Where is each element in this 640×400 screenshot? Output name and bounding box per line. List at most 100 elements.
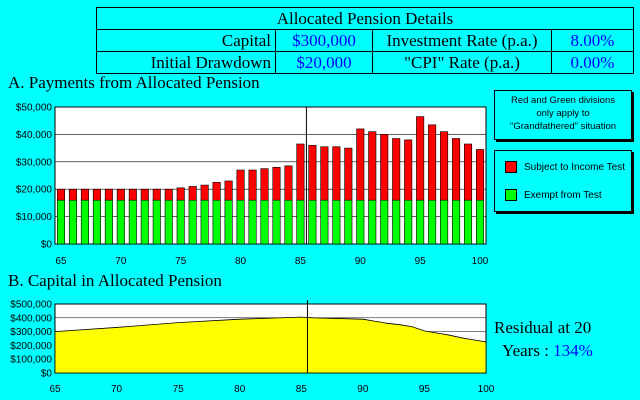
- payments-x-tick-label: 90: [355, 256, 367, 267]
- subject-bar: [128, 188, 137, 201]
- subject-bar: [92, 188, 101, 201]
- subject-bar: [284, 165, 293, 201]
- exempt-bar: [476, 199, 485, 245]
- exempt-bar: [68, 199, 77, 245]
- exempt-bar: [296, 199, 305, 245]
- drawdown-value[interactable]: $20,000: [275, 51, 373, 74]
- capital-x-tick-label: 100: [478, 384, 495, 395]
- note-line-1: Red and Green divisions: [510, 95, 616, 106]
- subject-bar: [176, 187, 185, 201]
- subject-bar: [80, 188, 89, 201]
- capital-y-tick-label: $0: [41, 369, 53, 380]
- subject-bar: [452, 138, 461, 201]
- subject-bar: [116, 188, 125, 201]
- capital-x-tick-label: 85: [296, 384, 308, 395]
- exempt-bar: [368, 199, 377, 245]
- residual-value: 134%: [553, 341, 593, 360]
- capital-x-tick-label: 75: [173, 384, 185, 395]
- capital-y-tick-label: $500,000: [10, 300, 52, 311]
- exempt-bar: [56, 199, 65, 245]
- subject-bar: [56, 188, 65, 201]
- exempt-bar: [80, 199, 89, 245]
- payments-x-tick-label: 100: [472, 256, 489, 267]
- subject-bar: [68, 188, 77, 201]
- grandfathered-note: Red and Green divisions only apply to "G…: [494, 90, 632, 140]
- exempt-bar: [452, 199, 461, 245]
- exempt-bar: [332, 199, 341, 245]
- subject-bar: [224, 180, 233, 201]
- subject-bar: [200, 184, 209, 201]
- legend-item-subject: Subject to Income Test: [505, 161, 625, 173]
- section-b-title: B. Capital in Allocated Pension: [8, 271, 222, 290]
- exempt-bar: [344, 199, 353, 245]
- pension-details-table: Allocated Pension Details Capital $300,0…: [96, 7, 634, 74]
- exempt-bar: [212, 199, 221, 245]
- payments-y-tick-label: $20,000: [16, 185, 53, 196]
- payments-y-tick-label: $40,000: [16, 130, 53, 141]
- subject-bar: [308, 145, 317, 201]
- capital-y-tick-label: $300,000: [10, 327, 52, 338]
- payments-y-tick-label: $30,000: [16, 157, 53, 168]
- drawdown-label: Initial Drawdown: [96, 51, 276, 74]
- note-line-2: only apply to: [536, 108, 590, 119]
- payments-x-tick-label: 65: [55, 256, 67, 267]
- capital-area: [54, 316, 487, 374]
- payments-x-tick-label: 70: [115, 256, 127, 267]
- exempt-bar: [200, 199, 209, 245]
- exempt-bar: [224, 199, 233, 245]
- capital-x-tick-label: 95: [419, 384, 431, 395]
- subject-bar: [104, 188, 113, 201]
- subject-bar: [212, 182, 221, 201]
- residual-summary: Residual at 20 Years : 134%: [492, 316, 632, 362]
- subject-bar: [248, 169, 257, 201]
- capital-y-tick-label: $100,000: [10, 355, 52, 366]
- exempt-bar: [308, 199, 317, 245]
- legend-label-exempt: Exempt from Test: [524, 189, 602, 201]
- subject-bar: [344, 147, 353, 201]
- exempt-bar: [356, 199, 365, 245]
- exempt-bar: [260, 199, 269, 245]
- exempt-bar: [404, 199, 413, 245]
- exempt-bar: [128, 199, 137, 245]
- legend-swatch-subject: [505, 161, 517, 173]
- exempt-bar: [320, 199, 329, 245]
- subject-bar: [404, 139, 413, 201]
- exempt-bar: [164, 199, 173, 245]
- investment-rate-value[interactable]: 8.00%: [551, 29, 634, 52]
- subject-bar: [356, 128, 365, 201]
- subject-bar: [332, 146, 341, 201]
- exempt-bar: [176, 199, 185, 245]
- exempt-bar: [116, 199, 125, 245]
- capital-y-tick-label: $200,000: [10, 341, 52, 352]
- exempt-bar: [428, 199, 437, 245]
- subject-bar: [476, 149, 485, 201]
- subject-bar: [320, 146, 329, 201]
- subject-bar: [260, 168, 269, 201]
- cpi-rate-value[interactable]: 0.00%: [551, 51, 634, 74]
- payments-y-tick-label: $10,000: [16, 212, 53, 223]
- payments-x-tick-label: 85: [295, 256, 307, 267]
- capital-x-tick-label: 80: [234, 384, 246, 395]
- exempt-bar: [236, 199, 245, 245]
- exempt-bar: [284, 199, 293, 245]
- capital-y-tick-label: $400,000: [10, 313, 52, 324]
- capital-x-tick-label: 65: [49, 384, 61, 395]
- subject-bar: [380, 134, 389, 201]
- legend-label-subject: Subject to Income Test: [524, 161, 625, 173]
- exempt-bar: [440, 199, 449, 245]
- legend-swatch-exempt: [505, 189, 517, 201]
- exempt-bar: [140, 199, 149, 245]
- subject-bar: [368, 131, 377, 201]
- subject-bar: [416, 116, 425, 201]
- capital-x-tick-label: 90: [357, 384, 369, 395]
- exempt-bar: [92, 199, 101, 245]
- subject-bar: [140, 188, 149, 201]
- subject-bar: [272, 166, 281, 201]
- subject-bar: [236, 169, 245, 201]
- residual-line-2: Years :: [502, 341, 549, 360]
- section-a-title: A. Payments from Allocated Pension: [8, 73, 260, 92]
- capital-x-tick-label: 70: [111, 384, 123, 395]
- exempt-bar: [416, 199, 425, 245]
- payments-y-tick-label: $50,000: [16, 103, 53, 114]
- payments-plot-area: [54, 106, 487, 245]
